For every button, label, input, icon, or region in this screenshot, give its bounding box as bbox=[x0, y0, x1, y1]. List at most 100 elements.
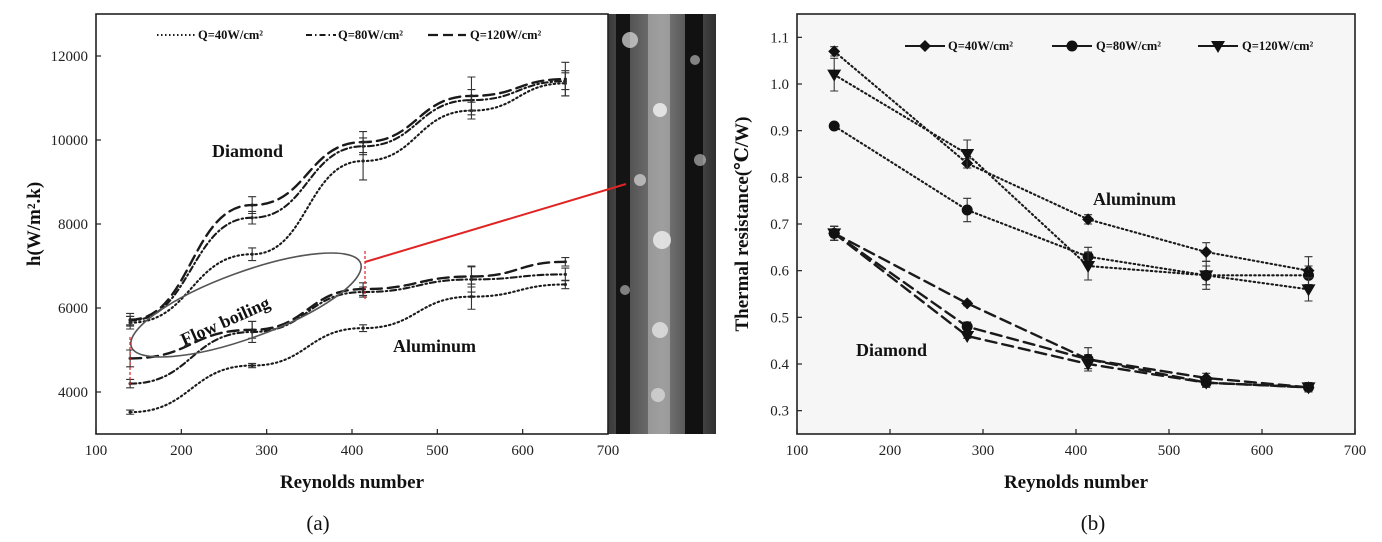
legend: Q=40W/cm² Q=80W/cm² Q=120W/cm² bbox=[157, 28, 542, 42]
data-point-triangle bbox=[960, 149, 975, 161]
y-tick-label: 10000 bbox=[51, 133, 89, 149]
data-point-diamond bbox=[1082, 213, 1095, 226]
annotation-aluminum: Aluminum bbox=[393, 336, 476, 356]
x-tick-label: 300 bbox=[255, 443, 278, 459]
y-tick-label: 4000 bbox=[58, 385, 88, 401]
flow-boiling-ellipse bbox=[130, 252, 362, 358]
data-point-triangle bbox=[1199, 377, 1214, 390]
series-line bbox=[833, 124, 1310, 277]
y-axis-title: h(W/m².k) bbox=[24, 182, 45, 266]
data-point bbox=[361, 326, 365, 330]
x-tick-label: 300 bbox=[972, 443, 995, 459]
data-point bbox=[361, 287, 365, 291]
data-point-triangle bbox=[827, 69, 842, 82]
y-tick-label: 1.0 bbox=[770, 77, 789, 93]
data-point-triangle bbox=[960, 331, 975, 343]
data-point-diamond bbox=[961, 297, 974, 310]
data-point-circle bbox=[828, 120, 840, 132]
data-point-triangle bbox=[1081, 359, 1096, 371]
data-point-circle bbox=[961, 204, 973, 216]
data-point-diamond bbox=[1200, 246, 1213, 258]
legend-label-80: Q=80W/cm² bbox=[338, 28, 403, 42]
data-point bbox=[469, 274, 474, 279]
x-tick-label: 700 bbox=[1344, 443, 1367, 459]
x-tick-label: 500 bbox=[1158, 443, 1181, 459]
series-line bbox=[129, 283, 567, 414]
data-point bbox=[250, 216, 254, 220]
caption-a: (a) bbox=[306, 511, 329, 535]
data-point bbox=[563, 77, 567, 81]
data-point-circle bbox=[961, 321, 973, 333]
legend-label-120: Q=120W/cm² bbox=[470, 28, 542, 42]
plot-frame bbox=[796, 13, 1356, 435]
annotation-diamond: Diamond bbox=[856, 340, 927, 360]
axis-ticks: 100 200 300 400 500 600 700 0.3 0.4 0.5 0.6 0.7 0.8 0… bbox=[770, 30, 1366, 459]
caption-b: (b) bbox=[1081, 511, 1106, 535]
y-tick-label: 0.4 bbox=[770, 357, 789, 373]
data-point bbox=[563, 260, 567, 264]
x-tick-label: 100 bbox=[786, 443, 809, 459]
y-tick-label: 12000 bbox=[51, 49, 89, 65]
data-point bbox=[250, 328, 254, 332]
series-line bbox=[129, 82, 567, 324]
data-point-triangle bbox=[1301, 382, 1316, 395]
legend: Q=40W/cm² Q=80W/cm² Q=120W/cm² bbox=[905, 39, 1314, 53]
y-tick-label: 6000 bbox=[58, 301, 88, 317]
legend-label-40: Q=40W/cm² bbox=[948, 39, 1013, 53]
data-point-diamond bbox=[828, 45, 841, 58]
data-point-triangle bbox=[1199, 270, 1214, 283]
x-tick-label: 400 bbox=[1065, 443, 1088, 459]
y-tick-label: 0.6 bbox=[770, 264, 789, 280]
legend-marker-circle bbox=[1066, 40, 1078, 52]
data-point bbox=[563, 282, 567, 287]
data-point bbox=[469, 94, 474, 98]
data-point bbox=[361, 140, 365, 144]
data-point-triangle bbox=[1081, 261, 1096, 273]
data-point bbox=[250, 203, 254, 207]
data-point bbox=[563, 272, 567, 276]
x-axis-title: Reynolds number bbox=[1004, 472, 1149, 493]
data-point bbox=[128, 318, 132, 322]
flow-boiling-photo bbox=[608, 14, 716, 434]
y-axis-title: Thermal resistance(℃/W) bbox=[732, 116, 753, 331]
legend-label-80: Q=80W/cm² bbox=[1096, 39, 1161, 53]
series-line bbox=[129, 80, 567, 322]
data-point-triangle bbox=[827, 228, 842, 241]
y-tick-label: 0.8 bbox=[770, 170, 789, 186]
axis-ticks: 100 200 300 400 500 600 700 4000 6000 8000 10000 12… bbox=[51, 49, 620, 459]
legend-label-40: Q=40W/cm² bbox=[198, 28, 263, 42]
series-line bbox=[128, 260, 567, 360]
series-line bbox=[128, 77, 567, 321]
legend-label-120: Q=120W/cm² bbox=[1242, 39, 1314, 53]
y-tick-label: 8000 bbox=[58, 217, 88, 233]
panel-a-chart: 100 200 300 400 500 600 700 4000 6000 8000 10000 12… bbox=[24, 13, 716, 535]
series-line bbox=[129, 273, 567, 385]
data-points bbox=[126, 61, 570, 415]
annotation-diamond: Diamond bbox=[212, 141, 283, 161]
series-lines bbox=[128, 77, 567, 414]
legend-marker-triangle bbox=[1211, 41, 1225, 53]
x-tick-label: 400 bbox=[341, 443, 364, 459]
x-tick-label: 200 bbox=[170, 443, 193, 459]
x-tick-label: 500 bbox=[426, 443, 449, 459]
x-tick-label: 600 bbox=[511, 443, 534, 459]
y-tick-label: 0.5 bbox=[770, 310, 789, 326]
annotation-aluminum: Aluminum bbox=[1093, 189, 1176, 209]
data-point bbox=[361, 159, 365, 163]
data-point-triangle bbox=[1301, 284, 1316, 297]
y-tick-label: 0.3 bbox=[770, 404, 789, 420]
photo-pointer-arrow bbox=[364, 183, 627, 263]
data-point bbox=[250, 363, 254, 368]
x-tick-label: 700 bbox=[597, 443, 620, 459]
data-point bbox=[250, 252, 254, 256]
x-tick-label: 600 bbox=[1251, 443, 1274, 459]
panel-b-chart: 100 200 300 400 500 600 700 0.3 0.4 0.5 0.6 0.7 0.8 0… bbox=[732, 13, 1366, 535]
annotation-flow-boiling: Flow boiling bbox=[177, 293, 272, 350]
legend-marker-diamond bbox=[919, 40, 931, 52]
x-axis-title: Reynolds number bbox=[280, 472, 425, 493]
y-tick-label: 0.9 bbox=[770, 124, 789, 140]
y-tick-label: 1.1 bbox=[770, 30, 789, 46]
data-point bbox=[128, 410, 132, 414]
data-points bbox=[827, 45, 1316, 395]
